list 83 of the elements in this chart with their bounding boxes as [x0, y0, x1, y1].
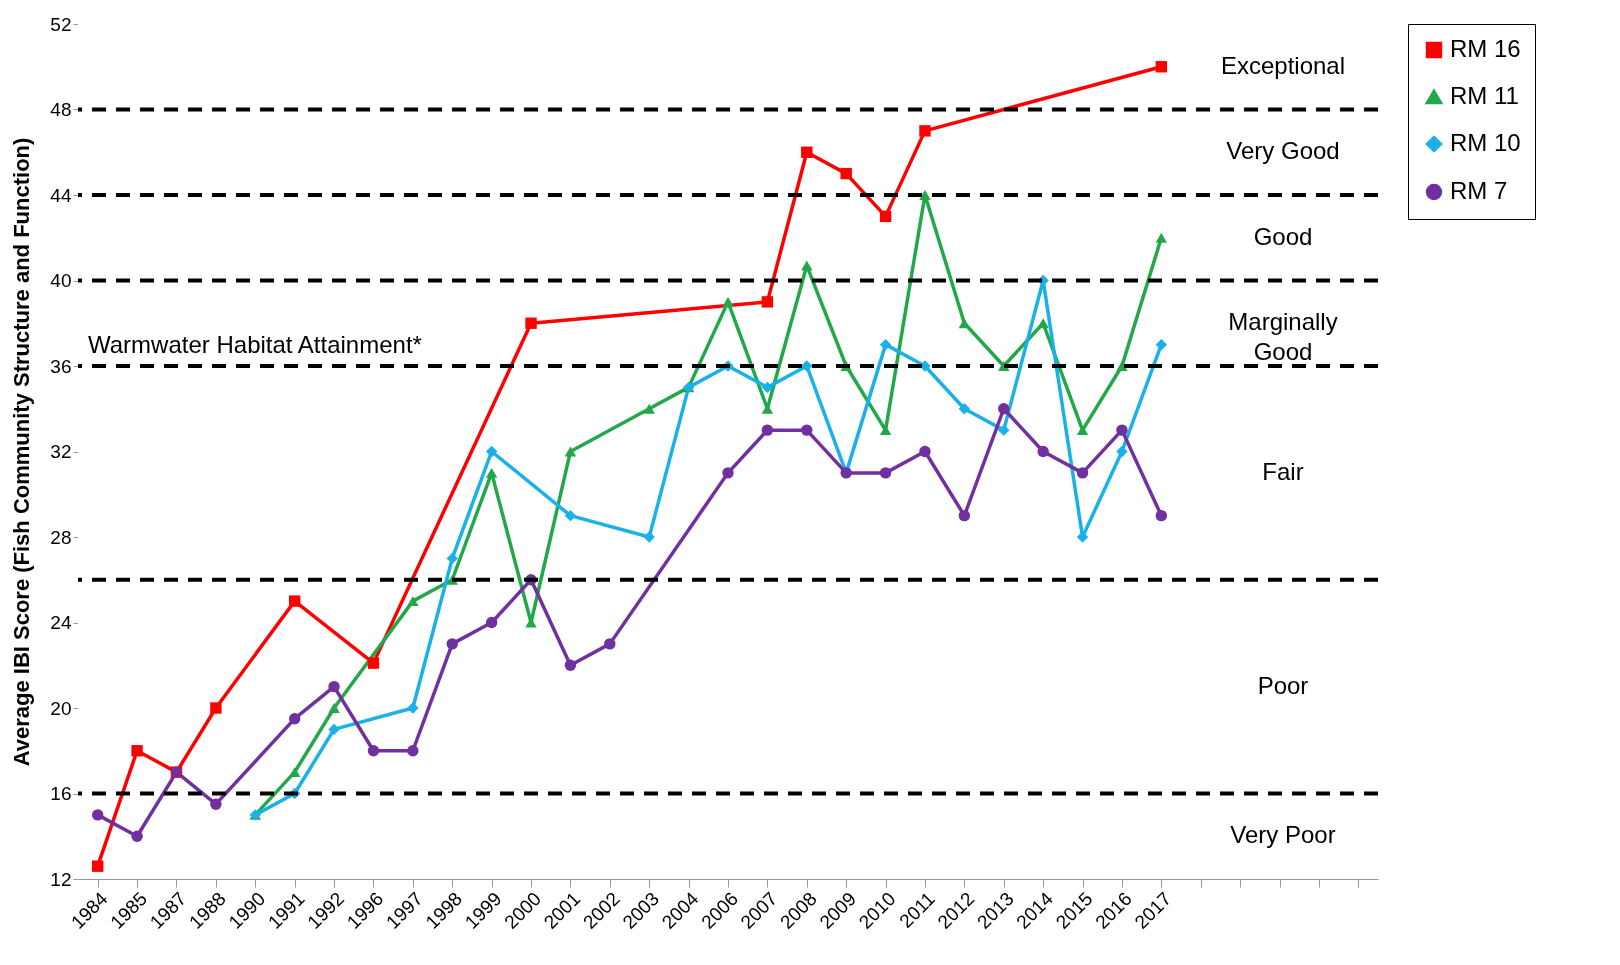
point: [998, 424, 1010, 436]
point: [525, 317, 537, 329]
band-label: Marginally Good: [1228, 308, 1338, 366]
point: [1155, 509, 1168, 522]
point: [407, 702, 419, 714]
point: [485, 467, 498, 478]
y-tick-label: 16: [50, 783, 72, 804]
point: [643, 403, 655, 414]
point: [564, 509, 577, 522]
point: [288, 767, 301, 778]
point: [1037, 445, 1049, 458]
point: [288, 713, 301, 725]
point: [1116, 424, 1128, 436]
legend-label: RM 11: [1450, 82, 1519, 109]
point: [1116, 361, 1128, 371]
point: [919, 125, 931, 137]
y-tick-label: 36: [50, 355, 72, 377]
point: [446, 552, 458, 565]
point: [879, 210, 892, 223]
point: [328, 723, 340, 736]
point: [367, 745, 380, 757]
point: [1155, 232, 1168, 243]
legend-label: RM 7: [1450, 177, 1508, 204]
band-label: Fair: [1262, 457, 1304, 485]
point: [761, 424, 774, 436]
point: [210, 702, 222, 714]
point: [1116, 445, 1128, 458]
point: [919, 445, 931, 458]
point: [485, 616, 498, 629]
point: [564, 446, 577, 457]
point: [761, 381, 774, 394]
y-axis-title: Average IBI Score (Fish Community Structure and Function): [9, 137, 35, 767]
point: [879, 467, 892, 479]
point: [879, 338, 892, 351]
point: [840, 167, 852, 180]
point: [1076, 467, 1089, 479]
point: [958, 403, 971, 415]
point: [801, 424, 813, 436]
point: [1155, 338, 1168, 351]
legend-label: RM 10: [1450, 129, 1521, 156]
point: [722, 467, 734, 479]
band-label: Good: [1253, 222, 1313, 250]
point: [407, 745, 419, 757]
point: [446, 638, 458, 650]
y-tick-label: 28: [50, 526, 72, 548]
point: [643, 531, 655, 543]
point: [131, 745, 143, 757]
legend-label: RM 16: [1450, 35, 1521, 62]
y-tick-label: 24: [50, 612, 72, 633]
band-label: Poor: [1257, 671, 1309, 699]
point: [92, 809, 104, 821]
point: [801, 360, 813, 372]
point: [1155, 61, 1168, 73]
point: [1076, 425, 1089, 436]
y-tick-label: 48: [50, 99, 72, 120]
point: [485, 445, 498, 458]
point: [604, 638, 616, 650]
point: [761, 296, 774, 308]
ref-line-label: Warmwater Habitat Attainment*: [88, 331, 422, 358]
point: [407, 596, 419, 607]
point: [919, 190, 931, 200]
point: [1037, 318, 1049, 329]
y-tick-label: 44: [50, 184, 72, 206]
band-label: Very Good: [1226, 137, 1340, 165]
point: [328, 703, 340, 713]
point: [564, 659, 577, 671]
y-tick-label: 40: [50, 270, 72, 291]
point: [92, 860, 104, 872]
point: [131, 830, 143, 842]
point: [722, 296, 734, 307]
band-label: Exceptional: [1220, 51, 1346, 79]
point: [210, 798, 222, 810]
y-tick-label: 12: [50, 868, 72, 890]
point: [288, 595, 301, 607]
point: [958, 509, 971, 522]
point: [328, 680, 340, 693]
y-tick-label: 52: [50, 13, 72, 35]
point: [801, 146, 813, 158]
point: [367, 657, 380, 669]
band-label: Very Poor: [1230, 821, 1336, 849]
point: [998, 403, 1010, 415]
y-tick-label: 20: [50, 697, 72, 719]
y-tick-label: 32: [50, 441, 72, 462]
